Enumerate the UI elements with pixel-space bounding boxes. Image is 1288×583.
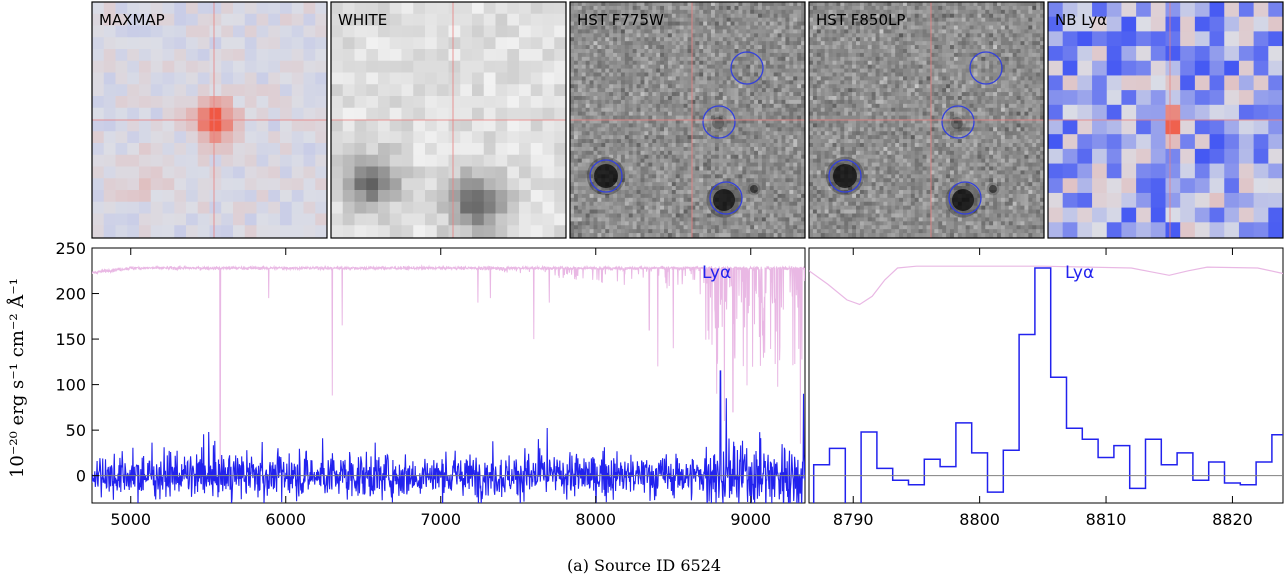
counterpart-circle [969,51,1003,85]
y-tick-label: 0 [76,467,86,486]
thumbnail-frame [1047,1,1284,239]
lya-label: Lyα [702,263,731,283]
zoom-x-axis-ticks: 8790 8800 8810 8820 [833,248,1253,529]
spectrum-steps [812,267,1283,503]
x-tick-label: 9000 [730,510,771,529]
full-spectrum-panel: 5000 6000 7000 8000 9000 0 50 100 150 200 250 Lyα [55,239,806,529]
y-tick-label: 250 [55,239,86,258]
thumbnail-label: WHITE [338,11,387,29]
counterpart-circle [948,181,982,215]
thumbnail-image [92,2,327,238]
y-tick-label: 100 [55,376,86,395]
thumbnail-image [1048,2,1283,238]
x-tick-label: 8810 [1086,510,1127,529]
thumbnail-image [331,2,566,238]
counterpart-circle [589,159,623,193]
thumbnail-frame [91,1,328,239]
counterpart-circle [702,105,736,139]
x-axis-ticks: 5000 6000 7000 8000 9000 [110,248,771,529]
sky-line [92,264,805,477]
sky-spectrum [92,264,805,477]
x-tick-label: 8820 [1212,510,1253,529]
thumbnail-frame [808,1,1045,239]
y-tick-label: 150 [55,330,86,349]
thumbnail-label: NB Lyα [1055,11,1107,29]
counterpart-circle [709,181,743,215]
thumbnail-white: WHITE [330,1,567,239]
sky-line [809,265,1283,306]
spectrum-line [92,370,805,503]
thumbnail-hst-f775w: HST F775W [569,1,806,239]
thumbnail-frame [569,1,806,239]
thumbnail-label: HST F775W [577,11,664,29]
source-spectrum [92,370,805,503]
counterpart-circle [730,51,764,85]
counterpart-circle [828,159,862,193]
x-tick-label: 6000 [265,510,306,529]
thumbnail-hst-f850lp: HST F850LP [808,1,1045,239]
x-tick-label: 8800 [959,510,1000,529]
zoom-sky-spectrum [809,265,1283,306]
y-axis-ticks: 0 50 100 150 200 250 [55,239,99,486]
y-tick-label: 200 [55,285,86,304]
zoom-lya-label: Lyα [1065,263,1094,283]
full-spectrum-frame [91,247,806,504]
thumbnail-label: HST F850LP [816,11,905,29]
thumbnail-label: MAXMAP [99,11,165,29]
figure-caption: (a) Source ID 6524 [567,556,721,575]
x-tick-label: 5000 [110,510,151,529]
thumbnail-maxmap: MAXMAP [91,1,328,239]
zoom-spectrum-panel: 8790 8800 8810 8820 Lyα [808,247,1284,529]
y-axis-label: 10⁻²⁰ erg s⁻¹ cm⁻² Å⁻¹ [6,278,28,478]
y-tick-label: 50 [66,421,86,440]
x-tick-label: 8790 [833,510,874,529]
x-tick-label: 7000 [420,510,461,529]
zoom-source-spectrum [812,267,1283,503]
zoom-spectrum-frame [808,247,1284,504]
thumbnail-frame [330,1,567,239]
thumbnail-strip: MAXMAP WHITE HST F775W HST F850LP NB Lyα [91,1,1284,239]
counterpart-circle [941,105,975,139]
thumbnail-nb-ly-: NB Lyα [1047,1,1284,239]
x-tick-label: 8000 [575,510,616,529]
